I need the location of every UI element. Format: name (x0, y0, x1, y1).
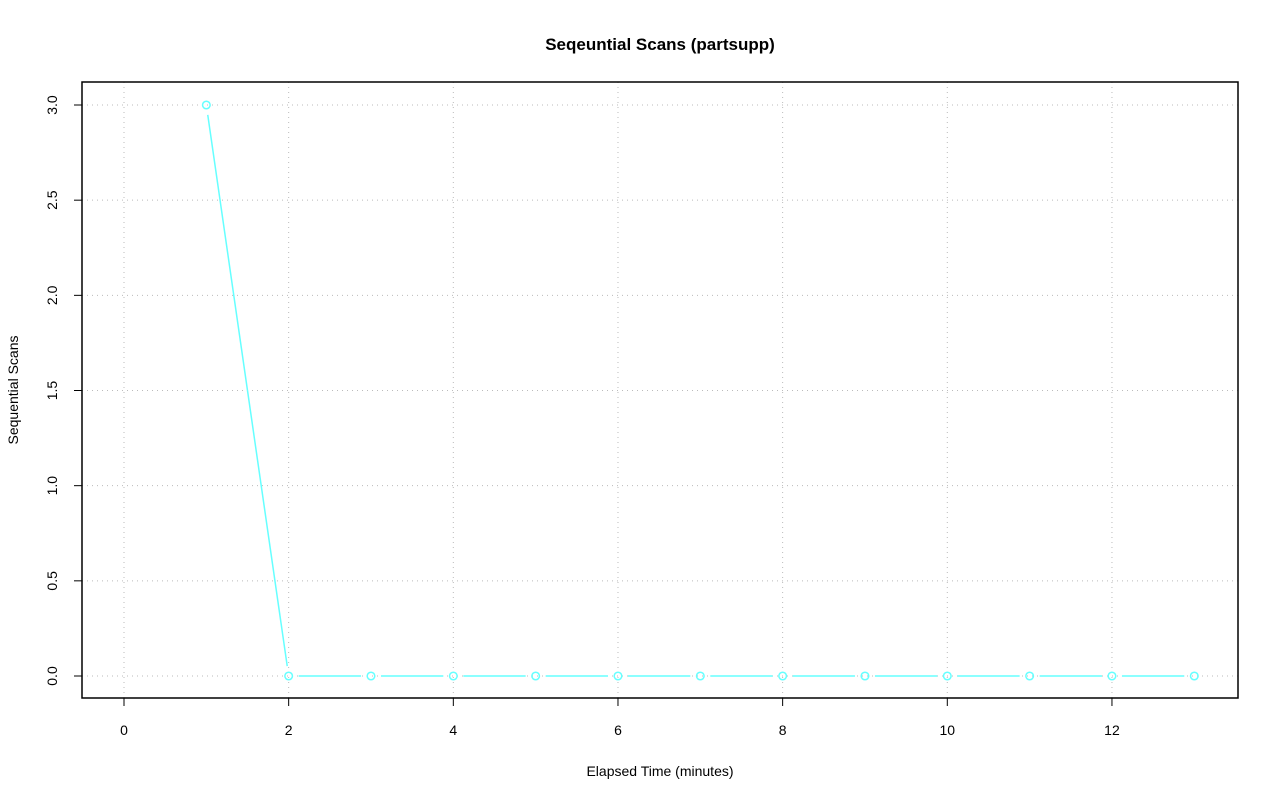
x-tick-label: 2 (285, 722, 293, 738)
x-tick-label: 12 (1104, 722, 1120, 738)
data-point (942, 671, 952, 681)
x-tick-label: 0 (120, 722, 128, 738)
y-axis: 0.0 0.5 1.0 1.5 2.0 2.5 3.0 (44, 95, 82, 686)
y-tick-label: 1.0 (44, 476, 60, 496)
x-tick-label: 10 (940, 722, 956, 738)
data-point (1025, 671, 1035, 681)
x-axis: 0 2 4 6 8 10 12 (120, 698, 1120, 738)
x-axis-label: Elapsed Time (minutes) (586, 763, 733, 779)
data-point (613, 671, 623, 681)
grid (82, 82, 1238, 698)
y-tick-label: 0.0 (44, 666, 60, 686)
y-tick-label: 0.5 (44, 571, 60, 591)
series-segment (207, 114, 288, 667)
data-point (1189, 671, 1199, 681)
data-point (531, 671, 541, 681)
y-tick-label: 2.0 (44, 285, 60, 305)
plot-frame (81, 81, 1239, 699)
chart-title: Seqeuntial Scans (partsupp) (545, 35, 775, 54)
x-tick-label: 8 (779, 722, 787, 738)
data-point (448, 671, 458, 681)
data-point (201, 100, 211, 110)
y-axis-label: Sequential Scans (5, 336, 21, 445)
y-tick-label: 1.5 (44, 381, 60, 401)
y-tick-label: 3.0 (44, 95, 60, 115)
x-tick-label: 6 (614, 722, 622, 738)
data-point (1107, 671, 1117, 681)
x-tick-label: 4 (449, 722, 457, 738)
data-point (695, 671, 705, 681)
data-point (366, 671, 376, 681)
data-point (778, 671, 788, 681)
data-point (860, 671, 870, 681)
data-point (284, 671, 294, 681)
y-tick-label: 2.5 (44, 190, 60, 210)
series (201, 100, 1199, 681)
